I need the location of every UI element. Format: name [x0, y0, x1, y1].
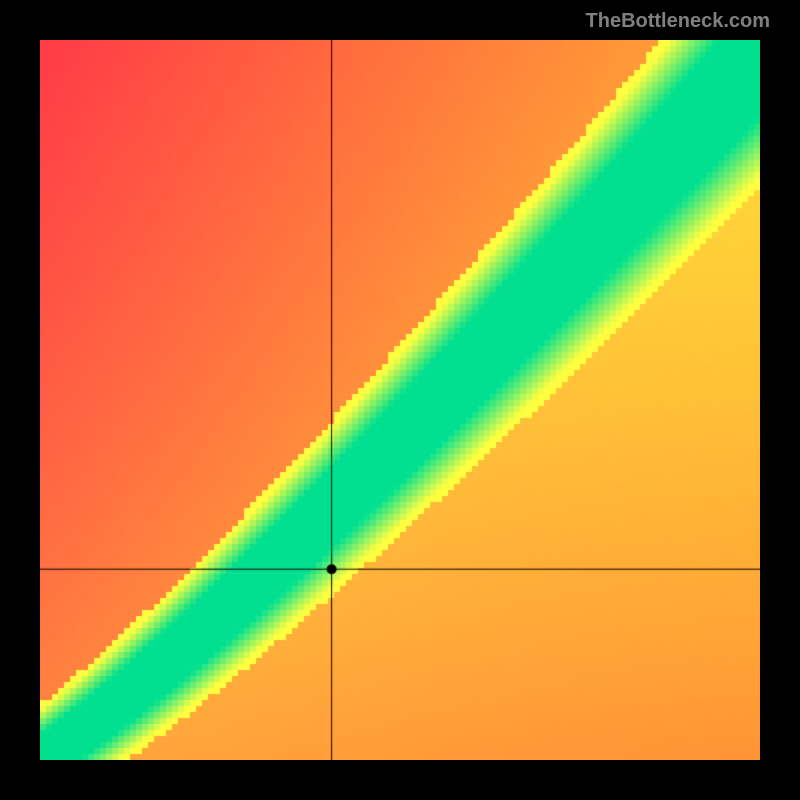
heatmap-chart: [40, 40, 760, 760]
chart-container: TheBottleneck.com: [0, 0, 800, 800]
heatmap-canvas: [40, 40, 760, 760]
watermark-text: TheBottleneck.com: [586, 10, 770, 33]
